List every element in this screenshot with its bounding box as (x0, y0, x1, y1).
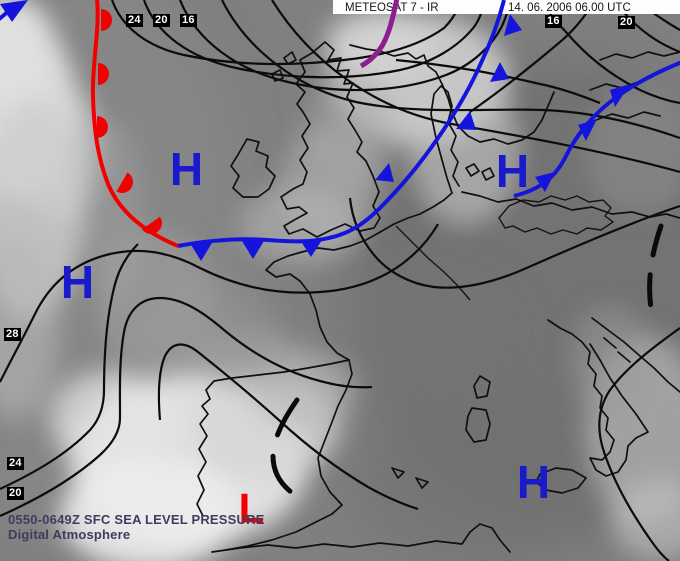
coast-brittany-biscay (265, 251, 350, 361)
coast-sicily (535, 467, 587, 494)
isobar (598, 327, 680, 561)
coast-great-britain (280, 41, 381, 238)
warm-front-bump (116, 172, 133, 193)
front-warm-west (90, 0, 179, 248)
product-datetime: 14. 06. 2006 06.00 UTC (508, 2, 631, 14)
trough-lines (270, 223, 664, 495)
cold-front-triangle (0, 0, 28, 22)
coast-croatia (591, 317, 680, 393)
cold-front-triangle (456, 111, 476, 130)
trough-line (270, 397, 300, 495)
border-france-germany (395, 225, 471, 301)
isobar-value-label: 20 (618, 16, 635, 29)
isobar-value-label: 20 (7, 487, 24, 500)
credit-line-2: Digital Atmosphere (8, 527, 131, 542)
warm-front-bump (98, 63, 109, 85)
high-pressure-center: H (495, 145, 529, 198)
header-strip: METEOSAT 7 - IR 14. 06. 2006 06.00 UTC (333, 0, 680, 14)
isobar (178, 0, 512, 92)
coast-corsica (473, 375, 491, 399)
isobar (271, 0, 680, 174)
front-occluded (359, 0, 400, 69)
coast-balearics (391, 467, 429, 489)
front-cold-east (513, 60, 680, 198)
credit-line-1: 0550-0649Z SFC SEA LEVEL PRESSURE (8, 512, 265, 527)
isobar (157, 343, 419, 511)
isobar-value-label: 16 (545, 15, 562, 28)
warm-front-bump (101, 9, 112, 31)
high-pressure-center: H (516, 456, 550, 509)
cold-front-triangle (242, 241, 264, 259)
coast-channel-france (301, 223, 395, 253)
isobar (221, 0, 680, 140)
isobar (469, 0, 594, 113)
isobar (0, 223, 439, 383)
isobar-value-label: 28 (4, 328, 21, 341)
header-strip-background (333, 0, 680, 14)
coast-norway-sweden (349, 44, 555, 145)
coast-north-africa (211, 523, 511, 553)
front-cold-main (177, 0, 522, 261)
isobar (0, 296, 373, 518)
isobar (0, 243, 139, 490)
coast-north-spain (196, 359, 350, 517)
low-pressure-center: L (238, 484, 265, 532)
isobar-value-label: 20 (153, 14, 170, 27)
cold-front-triangle (504, 14, 522, 36)
warm-front-bump (141, 216, 162, 234)
coast-ireland (230, 138, 276, 198)
isobar-value-label: 24 (126, 14, 143, 27)
cold-front-triangle (490, 62, 509, 82)
high-pressure-center: H (169, 143, 203, 196)
high-pressure-center: H (60, 256, 94, 309)
cold-front-triangle (375, 163, 394, 182)
border-czech (498, 195, 615, 235)
isobar-value-label: 24 (7, 457, 24, 470)
cold-front-triangle (535, 172, 555, 192)
cold-front-triangle (610, 84, 630, 107)
isobar (110, 0, 463, 66)
isobar (395, 58, 601, 105)
front-fragment-corner (0, 0, 28, 22)
coastlines (196, 41, 680, 553)
trough-line (647, 223, 664, 311)
product-title: METEOSAT 7 - IR (345, 2, 439, 14)
warm-front-bump (97, 116, 108, 138)
credit-text: 0550-0649Z SFC SEA LEVEL PRESSURE Digita… (8, 512, 265, 542)
cold-front-triangle (578, 119, 597, 141)
coast-netherlands-germany (393, 192, 453, 225)
isobar (142, 0, 487, 79)
isobar (348, 197, 680, 289)
coast-east-spain (225, 359, 353, 551)
coast-jutland (430, 85, 460, 194)
cold-front-triangle (190, 243, 212, 261)
isobar-value-label: 16 (180, 14, 197, 27)
coast-danish-isles (465, 163, 495, 181)
cold-front-triangle (300, 240, 322, 257)
coast-sardinia (465, 407, 491, 443)
